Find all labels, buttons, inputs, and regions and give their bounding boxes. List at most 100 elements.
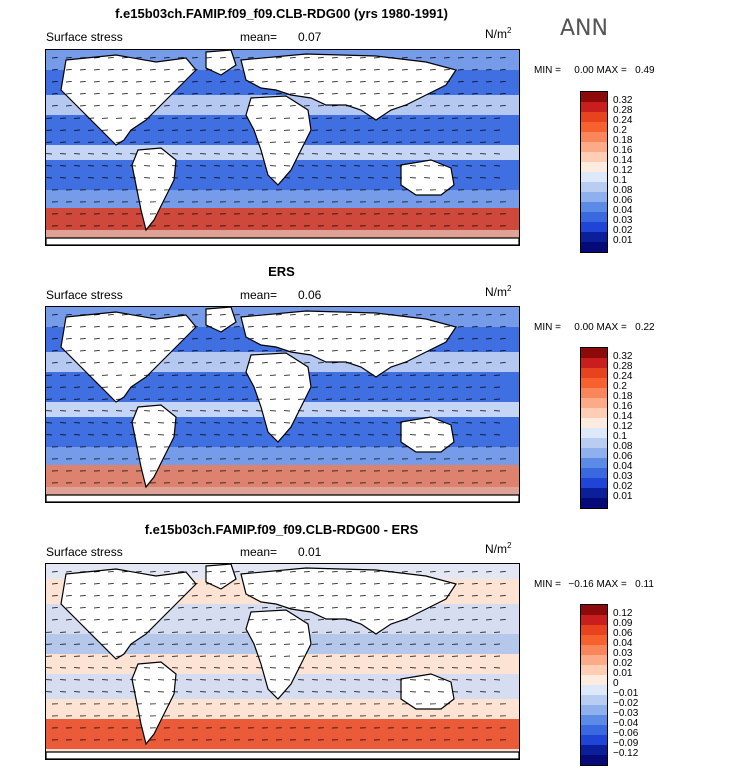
stress-vector <box>429 69 436 71</box>
stress-vector <box>247 105 254 107</box>
colorbar-level-label: 0.02 <box>613 225 633 236</box>
stress-vector <box>121 595 128 597</box>
stress-vector <box>275 105 282 107</box>
stress-vector <box>65 607 72 609</box>
stress-vector <box>415 69 422 71</box>
colorbar-level-label: 0.09 <box>613 618 633 629</box>
stress-vector <box>205 338 212 340</box>
stress-vector <box>107 326 114 328</box>
stress-vector <box>261 350 268 352</box>
colorbar-swatch <box>581 685 607 695</box>
stress-vector <box>51 583 58 585</box>
colorbar-swatch <box>581 635 607 645</box>
stress-vector <box>233 81 240 83</box>
stress-vector <box>219 583 226 585</box>
stress-vector <box>387 69 394 71</box>
colorbar-labels: 0.12 0.09 0.06 0.04 0.03 0.02 0.01 0 −0.01 −0.02−… <box>613 609 638 759</box>
colorbar-swatch <box>581 645 607 655</box>
stress-vector <box>331 607 338 609</box>
stress-vector <box>345 326 352 328</box>
stress-vector <box>121 607 128 609</box>
stress-vector <box>289 93 296 95</box>
stress-vector <box>303 81 310 83</box>
colorbar-level-label: 0.04 <box>613 461 633 472</box>
stress-vector <box>51 362 58 364</box>
colorbar-level-label: 0.08 <box>613 185 633 196</box>
stress-vector <box>317 571 324 573</box>
stress-vector <box>289 314 296 316</box>
stress-vector <box>205 350 212 352</box>
stress-vector <box>233 350 240 352</box>
stress-vector <box>261 314 268 316</box>
panel-title: ERS <box>268 264 295 279</box>
stress-vector <box>51 69 58 71</box>
stress-vector <box>191 362 198 364</box>
stress-vector <box>457 57 464 59</box>
stress-vector <box>345 105 352 107</box>
shading-band <box>46 447 519 465</box>
stress-vector <box>373 314 380 316</box>
shading-band <box>46 230 519 238</box>
colorbar-level-label: 0.14 <box>613 411 633 422</box>
stress-vector <box>345 338 352 340</box>
stress-vector <box>233 595 240 597</box>
stress-vector <box>303 338 310 340</box>
colorbar-swatch <box>581 222 607 232</box>
colorbar-swatch <box>581 152 607 162</box>
stress-vector <box>121 314 128 316</box>
stress-vector <box>219 338 226 340</box>
land-outline <box>60 54 197 146</box>
stress-vector <box>79 314 86 316</box>
field-label: Surface stress <box>46 545 123 559</box>
colorbar-swatch <box>581 358 607 368</box>
stress-vector <box>471 595 478 597</box>
colorbar-swatch <box>581 478 607 488</box>
stress-vector <box>177 607 184 609</box>
stress-vector <box>233 69 240 71</box>
land-outline <box>46 494 519 502</box>
colorbar-swatch <box>581 725 607 735</box>
stress-vector <box>457 338 464 340</box>
stress-vector <box>205 362 212 364</box>
stress-vector <box>401 314 408 316</box>
stress-vector <box>275 69 282 71</box>
stress-vector <box>163 105 170 107</box>
colorbar <box>580 347 608 509</box>
shading-band <box>46 208 519 230</box>
stress-vector <box>149 571 156 573</box>
stress-vector <box>303 326 310 328</box>
stress-vector <box>93 326 100 328</box>
stress-vector <box>233 338 240 340</box>
stress-vector <box>429 338 436 340</box>
stress-vector <box>163 619 170 621</box>
stress-vector <box>345 57 352 59</box>
stress-vector <box>93 338 100 340</box>
mean-label: mean= <box>240 30 278 44</box>
stress-vector <box>261 362 268 364</box>
stress-vector <box>219 314 226 316</box>
stress-vector <box>65 619 72 621</box>
stress-vector <box>373 362 380 364</box>
stress-vector <box>415 571 422 573</box>
colorbar-level-label: 0.03 <box>613 215 633 226</box>
colorbar-level-label: 0.02 <box>613 481 633 492</box>
stress-vector <box>485 571 492 573</box>
colorbar-level-label: 0.06 <box>613 628 633 639</box>
stress-vector <box>79 583 86 585</box>
stress-vector <box>289 362 296 364</box>
stress-vector <box>485 607 492 609</box>
stress-vector <box>443 57 450 59</box>
stress-vector <box>373 326 380 328</box>
stress-vector <box>359 326 366 328</box>
stress-vector <box>275 595 282 597</box>
colorbar-swatch <box>581 755 607 765</box>
colorbar-level-label: −0.03 <box>613 708 639 719</box>
stress-vector <box>317 326 324 328</box>
stress-vector <box>303 362 310 364</box>
colorbar-level-label: 0.2 <box>613 125 627 136</box>
stress-vector <box>457 93 464 95</box>
stress-vector <box>51 595 58 597</box>
stress-vector <box>359 619 366 621</box>
land-outline <box>46 237 519 245</box>
stress-vector <box>205 583 212 585</box>
